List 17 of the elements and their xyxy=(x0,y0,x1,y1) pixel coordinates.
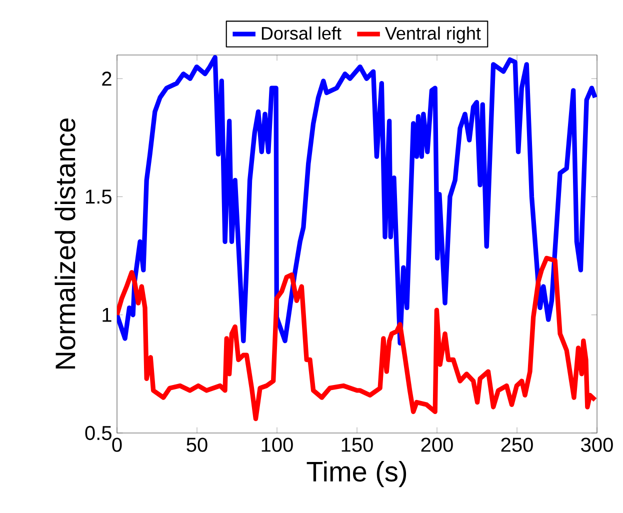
x-tick-label: 300 xyxy=(581,438,613,452)
y-tick-label: 1.5 xyxy=(86,190,112,204)
y-tick-label: 0.5 xyxy=(85,426,112,440)
x-tick-label: 150 xyxy=(342,438,373,452)
y-tick-label: 1 xyxy=(102,308,112,322)
y-tick-label: 2 xyxy=(102,72,112,86)
x-tick-label: 50 xyxy=(186,438,208,452)
x-tick-label: 200 xyxy=(421,438,453,452)
x-tick-label: 100 xyxy=(262,438,293,452)
line-series xyxy=(117,55,598,346)
x-axis-title: Time (s) xyxy=(306,461,406,488)
legend-label: Ventral right xyxy=(385,26,481,44)
x-tick-label: 250 xyxy=(501,438,533,452)
legend-label: Dorsal left xyxy=(262,26,342,40)
line-series xyxy=(117,256,598,422)
x-tick-label: 0 xyxy=(112,438,122,452)
y-axis-title: Normalized distance xyxy=(54,118,76,369)
